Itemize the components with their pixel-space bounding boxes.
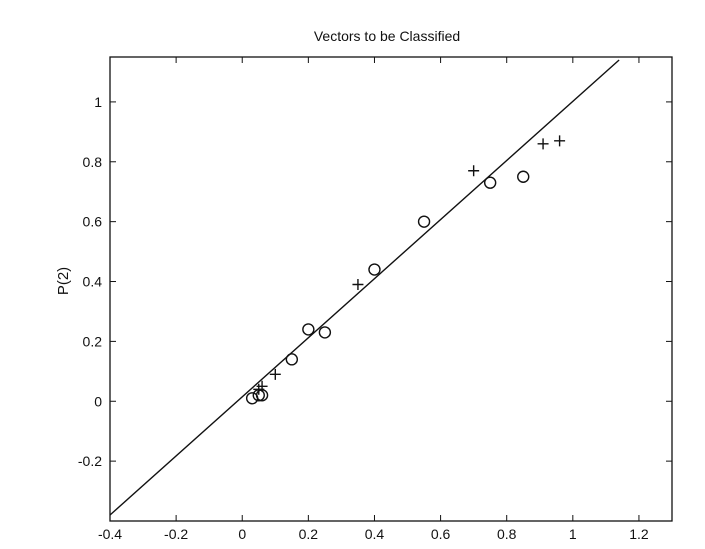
plus-point: [468, 165, 480, 177]
x-tick-label: 0.6: [431, 526, 451, 542]
y-tick-label: 0.8: [83, 154, 103, 170]
y-tick-label: -0.2: [78, 453, 102, 469]
circle-point: [318, 326, 332, 339]
circle-point: [302, 323, 315, 336]
x-tick-label: -0.4: [98, 526, 122, 542]
x-tick-label: 1.2: [629, 526, 649, 542]
plus-point: [352, 279, 364, 291]
tick-marks: [109, 57, 672, 521]
tick-labels: -0.4 -0.2 0 0.2 0.4 0.6 0.8 1 1.2 -0.2 0 0.2 0.4 0.6 0…: [78, 94, 649, 542]
y-tick-label: 0.6: [83, 214, 103, 230]
y-tick-label: 0.2: [83, 333, 103, 349]
data-points: [245, 135, 566, 405]
chart-title: Vectors to be Classified: [314, 28, 460, 44]
y-tick-label: 1: [94, 94, 102, 110]
plus-point: [554, 135, 566, 147]
circle-point: [483, 176, 497, 189]
y-tick-label: 0.4: [83, 274, 103, 290]
x-tick-label: 0.2: [299, 526, 319, 542]
plus-point: [537, 138, 549, 150]
decision-line-layer: [110, 59, 620, 516]
y-axis-label: P(2): [55, 267, 72, 295]
x-tick-label: 0.4: [365, 526, 385, 542]
plus-point: [256, 380, 268, 392]
x-tick-label: 0.8: [497, 526, 517, 542]
circle-point: [417, 215, 431, 228]
plot-area: [109, 56, 673, 522]
y-tick-label: 0: [94, 393, 102, 409]
x-tick-label: -0.2: [164, 526, 188, 542]
circle-point: [368, 263, 381, 276]
circle-point: [285, 353, 299, 366]
plus-point: [269, 368, 281, 380]
decision-line: [110, 59, 620, 516]
circle-point: [517, 170, 530, 183]
x-tick-label: 0: [238, 526, 246, 542]
x-tick-label: 1: [569, 526, 577, 542]
